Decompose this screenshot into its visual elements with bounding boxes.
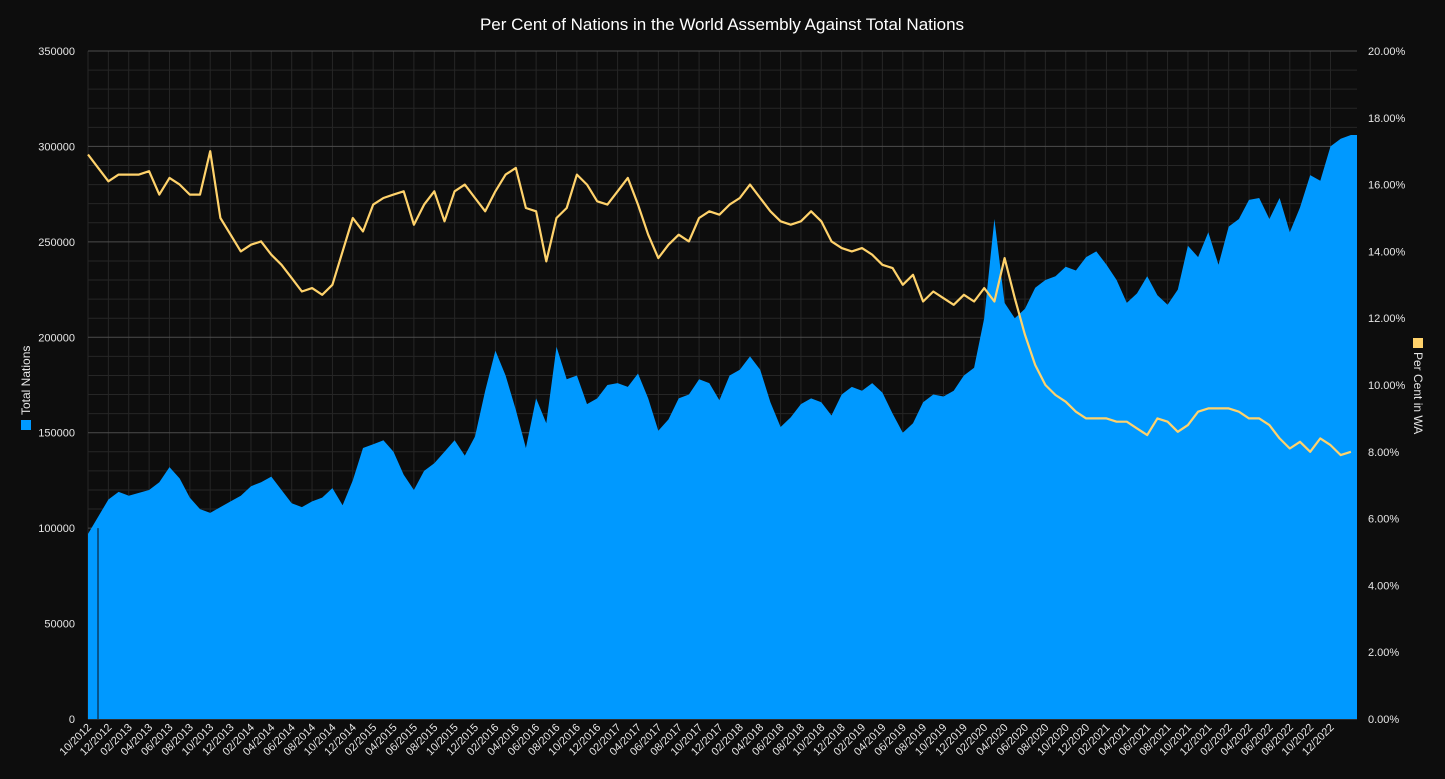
right-tick-label: 4.00% bbox=[1368, 580, 1399, 592]
per-cent-wa-legend-swatch bbox=[1413, 338, 1423, 348]
right-tick-label: 16.00% bbox=[1368, 180, 1406, 192]
left-tick-label: 100000 bbox=[38, 523, 75, 535]
chart-title: Per Cent of Nations in the World Assembl… bbox=[480, 15, 964, 34]
total-nations-area bbox=[88, 135, 1357, 719]
right-tick-label: 8.00% bbox=[1368, 447, 1399, 459]
right-tick-label: 10.00% bbox=[1368, 380, 1406, 392]
left-tick-label: 250000 bbox=[38, 237, 75, 249]
left-tick-label: 350000 bbox=[38, 46, 75, 58]
right-axis-ticks: 0.00% 2.00% 4.00% 6.00% 8.00% 10.00% 12.00% 14.… bbox=[1368, 46, 1406, 726]
right-tick-label: 18.00% bbox=[1368, 113, 1406, 125]
left-axis-legend: Total Nations bbox=[19, 346, 33, 430]
left-tick-label: 300000 bbox=[38, 141, 75, 153]
right-tick-label: 20.00% bbox=[1368, 46, 1406, 58]
right-tick-label: 0.00% bbox=[1368, 714, 1399, 726]
per-cent-wa-line bbox=[87, 150, 1352, 457]
right-tick-label: 12.00% bbox=[1368, 313, 1406, 325]
right-tick-label: 2.00% bbox=[1368, 647, 1399, 659]
right-axis-legend: Per Cent in WA bbox=[1411, 338, 1425, 434]
right-tick-label: 14.00% bbox=[1368, 246, 1406, 258]
total-nations-area-layer bbox=[88, 135, 1357, 719]
right-axis-title: Per Cent in WA bbox=[1411, 352, 1425, 434]
per-cent-wa-line-layer bbox=[87, 150, 1352, 457]
left-tick-label: 150000 bbox=[38, 428, 75, 440]
right-tick-label: 6.00% bbox=[1368, 514, 1399, 526]
left-tick-label: 200000 bbox=[38, 332, 75, 344]
left-tick-label: 50000 bbox=[44, 619, 75, 631]
left-axis-title: Total Nations bbox=[19, 346, 33, 415]
total-nations-legend-swatch bbox=[21, 420, 31, 430]
left-tick-label: 0 bbox=[69, 714, 75, 726]
left-axis-ticks: 0 50000 100000 150000 200000 250000 300000 3500… bbox=[38, 46, 75, 726]
